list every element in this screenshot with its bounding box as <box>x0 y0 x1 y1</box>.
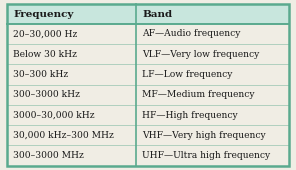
Text: HF—High frequency: HF—High frequency <box>142 110 238 120</box>
Text: 300–3000 kHz: 300–3000 kHz <box>13 90 80 99</box>
Text: Band: Band <box>142 10 172 19</box>
Text: LF—Low frequency: LF—Low frequency <box>142 70 232 79</box>
Text: MF—Medium frequency: MF—Medium frequency <box>142 90 255 99</box>
Text: UHF—Ultra high frequency: UHF—Ultra high frequency <box>142 151 270 160</box>
Text: 30,000 kHz–300 MHz: 30,000 kHz–300 MHz <box>13 131 114 140</box>
Text: VHF—Very high frequency: VHF—Very high frequency <box>142 131 266 140</box>
Text: 20–30,000 Hz: 20–30,000 Hz <box>13 29 78 38</box>
Text: 300–3000 MHz: 300–3000 MHz <box>13 151 84 160</box>
Bar <box>7 4 289 24</box>
Text: Below 30 kHz: Below 30 kHz <box>13 50 77 59</box>
Text: 30–300 kHz: 30–300 kHz <box>13 70 69 79</box>
Text: Frequency: Frequency <box>13 10 74 19</box>
Text: 3000–30,000 kHz: 3000–30,000 kHz <box>13 110 95 120</box>
Text: AF—Audio frequency: AF—Audio frequency <box>142 29 240 38</box>
Text: VLF—Very low frequency: VLF—Very low frequency <box>142 50 259 59</box>
